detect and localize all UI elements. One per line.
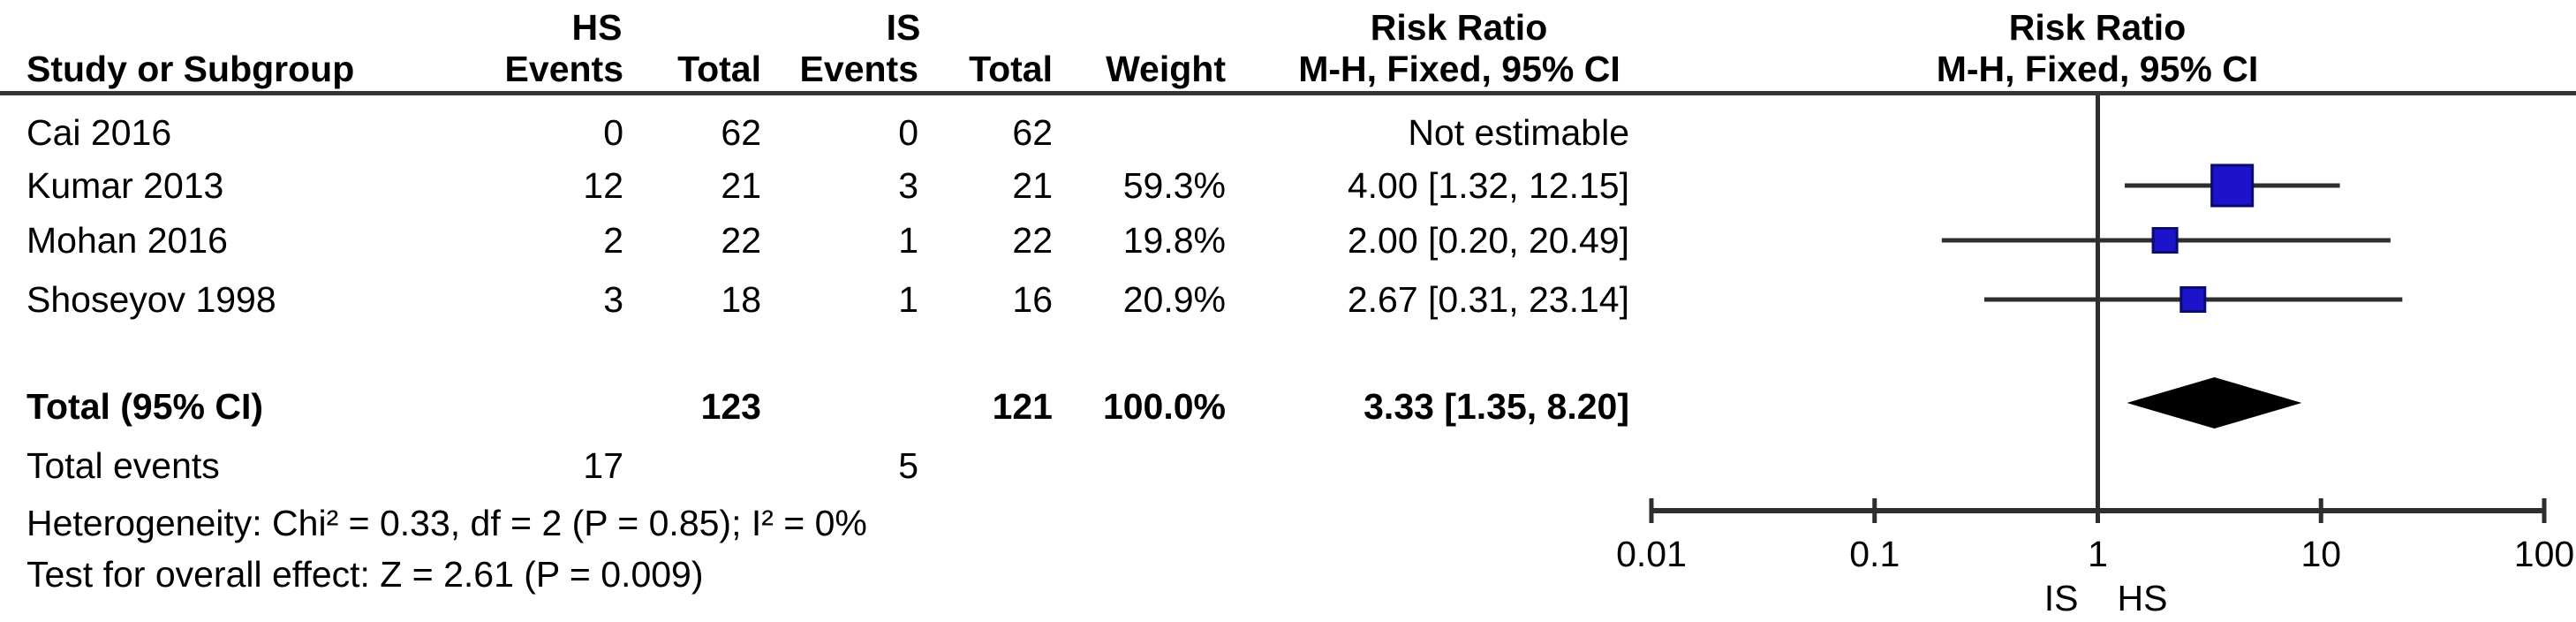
table-row-is-total: 21	[1012, 164, 1053, 206]
table-row-hs-events: 2	[603, 219, 623, 261]
axis-tick-label: 0.1	[1849, 533, 1900, 574]
table-row-rr-estimate: 4.00 [1.32, 12.15]	[1347, 164, 1629, 206]
total-row-weight: 100.0%	[1102, 385, 1226, 427]
group2-header: IS	[886, 6, 921, 48]
total-row-rr: 3.33 [1.35, 8.20]	[1364, 385, 1629, 427]
col-header-hs-events: Events	[504, 48, 623, 89]
table-row-hs-total: 22	[721, 219, 761, 261]
table-row-rr-estimate: 2.00 [0.20, 20.49]	[1347, 219, 1629, 261]
plot-title: Risk Ratio	[2008, 6, 2187, 48]
favours-left-label: IS	[2043, 577, 2079, 618]
summary-diamond	[2127, 377, 2302, 429]
plot-subtitle: M-H, Fixed, 95% CI	[1936, 48, 2259, 89]
effect-square	[2210, 163, 2255, 208]
table-row-study-name: Shoseyov 1998	[26, 278, 276, 320]
table-row-weight	[1067, 105, 1226, 160]
table-row-is-total: 16	[1012, 278, 1053, 320]
col-header-is-total: Total	[969, 48, 1053, 89]
table-row-is-events: 1	[898, 278, 918, 320]
axis-tick-label: 1	[2088, 533, 2108, 574]
favours-right-label: HS	[2117, 577, 2168, 618]
col-header-hs-total: Total	[677, 48, 761, 89]
table-row-weight: 59.3%	[1122, 164, 1226, 206]
total-row-label: Total (95% CI)	[26, 385, 264, 427]
col-header-weight: Weight	[1106, 48, 1226, 89]
risk-ratio-column-title: Risk Ratio	[1370, 6, 1548, 48]
table-row-rr-estimate: 2.67 [0.31, 23.14]	[1347, 278, 1629, 320]
axis-tick-label: 0.01	[1616, 533, 1687, 574]
table-row-hs-events: 12	[583, 164, 623, 206]
table-row-hs-events: 0	[603, 111, 623, 153]
table-row-hs-events: 3	[603, 278, 623, 320]
table-row-study-name: Cai 2016	[26, 111, 172, 153]
col-header-study: Study or Subgroup	[26, 48, 355, 89]
effect-square	[2179, 286, 2207, 313]
table-row-weight: 20.9%	[1122, 278, 1226, 320]
group1-header: HS	[571, 6, 623, 48]
total-row-is-total: 121	[992, 385, 1053, 427]
table-row-is-events: 3	[898, 164, 918, 206]
table-row-hs-total: 62	[721, 111, 761, 153]
table-row-study-name: Mohan 2016	[26, 219, 228, 261]
total-events-is-value: 5	[898, 444, 918, 486]
total-row-hs-total: 123	[700, 385, 761, 427]
table-row-is-events: 0	[898, 111, 918, 153]
table-row-weight: 19.8%	[1122, 219, 1226, 261]
table-row-is-total: 22	[1012, 219, 1053, 261]
table-row-hs-total: 18	[721, 278, 761, 320]
col-header-mh-ci: M-H, Fixed, 95% CI	[1298, 48, 1620, 89]
total-events-label: Total events	[26, 444, 220, 486]
overall-effect-stat: Test for overall effect: Z = 2.61 (P = 0…	[26, 553, 704, 595]
effect-square	[2151, 227, 2179, 254]
axis-tick-label: 10	[2300, 533, 2342, 574]
table-row-is-total: 62	[1012, 111, 1053, 153]
total-events-hs-value: 17	[583, 444, 623, 486]
table-row-is-events: 1	[898, 219, 918, 261]
axis-tick-label: 100	[2513, 533, 2575, 574]
table-row-study-name: Kumar 2013	[26, 164, 224, 206]
col-header-is-events: Events	[799, 48, 918, 89]
table-row-rr-estimate: Not estimable	[1408, 111, 1629, 153]
table-row-hs-total: 21	[721, 164, 761, 206]
heterogeneity-stat: Heterogeneity: Chi² = 0.33, df = 2 (P = …	[26, 502, 867, 543]
header-rule	[0, 91, 2576, 95]
